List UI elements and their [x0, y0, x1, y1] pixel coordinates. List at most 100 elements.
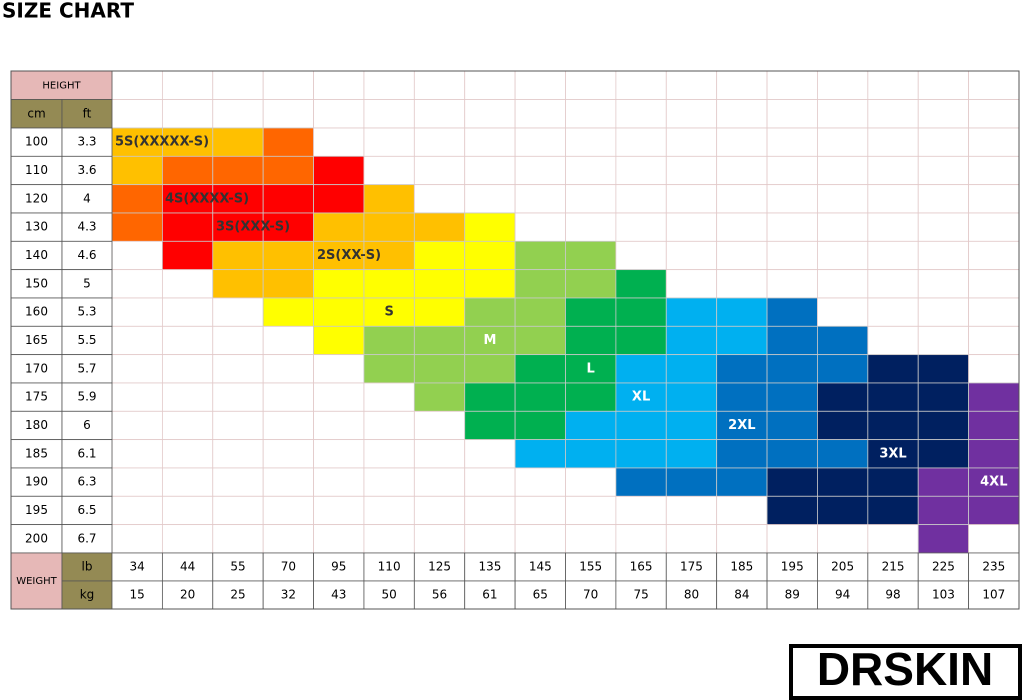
cell — [665, 212, 718, 242]
cell — [665, 99, 718, 129]
cell — [565, 269, 617, 299]
table-border — [10, 70, 1020, 610]
lb-value: 55 — [230, 559, 245, 573]
cell — [817, 127, 869, 157]
cell — [565, 382, 617, 412]
cell — [111, 354, 163, 384]
cell — [363, 410, 415, 441]
cell — [766, 70, 818, 100]
lb-cell — [716, 552, 768, 582]
cell — [665, 155, 718, 186]
cell — [766, 467, 818, 497]
lb-value: 70 — [281, 559, 296, 573]
cell — [968, 212, 1020, 242]
ft-value: 6.5 — [77, 503, 96, 517]
cell — [917, 467, 970, 497]
cm-cell — [10, 155, 63, 186]
cell — [766, 439, 818, 469]
cell — [464, 325, 516, 356]
cell — [917, 269, 970, 299]
cell — [313, 524, 365, 554]
cell — [917, 127, 970, 157]
cell — [161, 212, 214, 242]
cell — [817, 297, 869, 327]
cm-value: 175 — [25, 390, 48, 404]
cell — [212, 297, 264, 327]
cell — [766, 325, 818, 356]
cell — [262, 439, 314, 469]
lb-value: 235 — [982, 559, 1005, 573]
kg-cell — [161, 580, 214, 610]
cm-value: 170 — [25, 361, 48, 375]
cell — [262, 467, 314, 497]
ft-cell — [61, 127, 113, 157]
cell — [161, 240, 214, 271]
cell — [565, 155, 617, 186]
lb-header-cell — [61, 552, 113, 582]
lb-cell — [917, 552, 970, 582]
cm-value: 150 — [25, 276, 48, 290]
kg-value: 65 — [533, 587, 548, 601]
cell — [161, 269, 214, 299]
size-label: L — [587, 361, 595, 376]
kg-value: 75 — [633, 587, 648, 601]
cell — [363, 524, 415, 554]
cell — [917, 439, 970, 469]
kg-value: 70 — [583, 587, 598, 601]
cm-value: 165 — [25, 333, 48, 347]
lb-value: 215 — [882, 559, 905, 573]
cell — [565, 212, 617, 242]
cell — [313, 99, 365, 129]
cm-cell — [10, 382, 63, 412]
size-label: 2XL — [728, 418, 755, 433]
cell — [262, 99, 314, 129]
lb-cell — [867, 552, 919, 582]
cell — [917, 155, 970, 186]
cell — [817, 184, 869, 214]
ft-value: 4.3 — [77, 220, 96, 234]
cell — [716, 467, 768, 497]
cell — [565, 325, 617, 356]
lb-cell — [665, 552, 718, 582]
cell — [464, 439, 516, 469]
cell — [565, 70, 617, 100]
cell — [615, 467, 667, 497]
cell — [413, 439, 466, 469]
cm-cell — [10, 467, 63, 497]
cell — [665, 467, 718, 497]
cell — [363, 382, 415, 412]
kg-cell — [817, 580, 869, 610]
cell — [615, 184, 667, 214]
cell — [464, 212, 516, 242]
cell — [968, 184, 1020, 214]
cell — [212, 70, 264, 100]
ft-cell — [61, 240, 113, 271]
cell — [867, 467, 919, 497]
size-label: 2S(XX-S) — [317, 248, 381, 263]
cm-value: 190 — [25, 475, 48, 489]
cell — [565, 127, 617, 157]
cell — [665, 410, 718, 441]
weight-header-cell — [10, 552, 63, 610]
cell — [514, 212, 566, 242]
ft-value: 3.6 — [77, 163, 96, 177]
ft-cell — [61, 354, 113, 384]
cell — [716, 99, 768, 129]
cell — [817, 212, 869, 242]
kg-cell — [867, 580, 919, 610]
cell — [464, 269, 516, 299]
cell — [313, 297, 365, 327]
cell — [615, 410, 667, 441]
cell — [413, 382, 466, 412]
cell — [968, 524, 1020, 554]
cell — [817, 410, 869, 441]
lb-value: 175 — [680, 559, 703, 573]
cell — [817, 325, 869, 356]
cell — [766, 155, 818, 186]
cell — [565, 184, 617, 214]
cell — [615, 127, 667, 157]
cell — [363, 184, 415, 214]
cell — [514, 70, 566, 100]
cell — [161, 70, 214, 100]
